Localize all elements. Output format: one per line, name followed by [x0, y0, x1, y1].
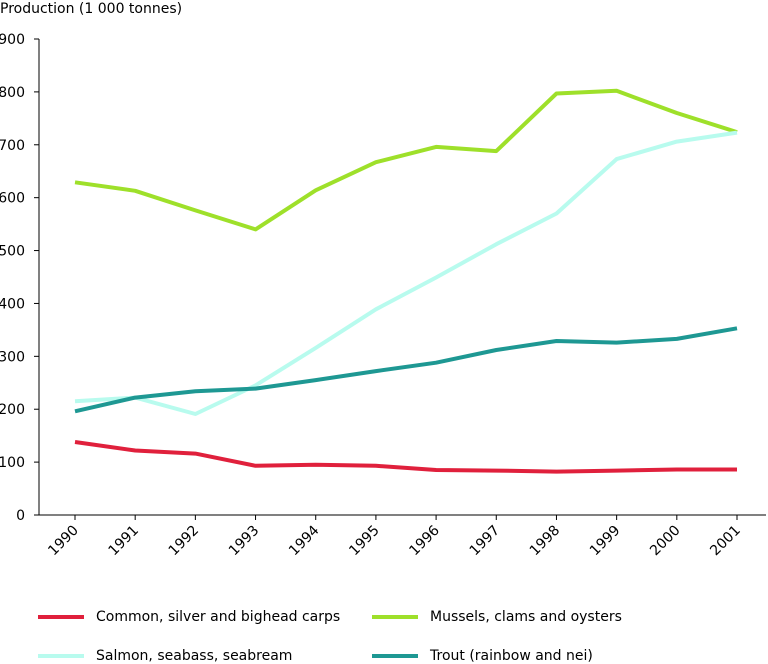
legend-swatch-salmon [38, 654, 84, 658]
x-tick-label-1992: 1992 [166, 523, 203, 560]
y-axis-title: Production (1 000 tonnes) [0, 1, 182, 17]
x-tick-label-2001: 2001 [707, 523, 744, 560]
legend-item-trout: Trout (rainbow and nei) [372, 648, 593, 664]
x-tick-label-1990: 1990 [45, 523, 82, 560]
y-tick-label-200: 200 [0, 402, 25, 418]
legend-item-salmon: Salmon, seabass, seabream [38, 648, 292, 664]
x-tick-label-1993: 1993 [226, 523, 263, 560]
legend-label-mussels: Mussels, clams and oysters [430, 609, 622, 625]
series-lines [74, 88, 738, 474]
y-tick-label-400: 400 [0, 296, 25, 312]
x-tick-label-1999: 1999 [587, 523, 624, 560]
legend-swatch-carps [38, 615, 84, 619]
series-line-mussels-clams-and-oysters [74, 88, 738, 232]
legend-item-carps: Common, silver and bighead carps [38, 609, 340, 625]
y-tick-label-600: 600 [0, 191, 25, 207]
axes: 0 100 200 300 400 500 600 700 800 900 1990 1991 1992… [0, 32, 766, 559]
legend-item-mussels: Mussels, clams and oysters [372, 609, 622, 625]
x-tick-label-1998: 1998 [527, 523, 564, 560]
x-tick-label-1997: 1997 [467, 523, 504, 560]
legend-swatch-trout [372, 654, 418, 658]
y-tick-label-800: 800 [0, 85, 25, 101]
series-line-salmon-seabass-seabream [74, 130, 738, 416]
legend: Common, silver and bighead carps Mussels… [0, 600, 768, 664]
series-line-common-silver-and-bighead-carps [74, 440, 737, 474]
line-chart: Production (1 000 tonnes) 0 100 200 300 400 5… [0, 1, 766, 559]
legend-label-carps: Common, silver and bighead carps [96, 609, 341, 625]
x-tick-label-1995: 1995 [346, 523, 383, 560]
y-tick-label-300: 300 [0, 349, 25, 365]
y-tick-label-500: 500 [0, 244, 25, 260]
legend-swatch-mussels [372, 615, 418, 619]
x-tick-label-1994: 1994 [286, 522, 323, 559]
y-tick-label-900: 900 [0, 32, 25, 48]
legend-label-trout: Trout (rainbow and nei) [430, 648, 593, 664]
series-line-trout-rainbow-and-nei [74, 326, 738, 414]
legend-label-salmon: Salmon, seabass, seabream [96, 648, 293, 664]
x-tick-label-2000: 2000 [647, 523, 684, 560]
y-tick-label-0: 0 [16, 508, 25, 524]
y-tick-label-700: 700 [0, 138, 25, 154]
x-tick-label-1996: 1996 [406, 522, 443, 559]
x-tick-label-1991: 1991 [105, 523, 142, 560]
y-tick-label-100: 100 [0, 455, 25, 471]
